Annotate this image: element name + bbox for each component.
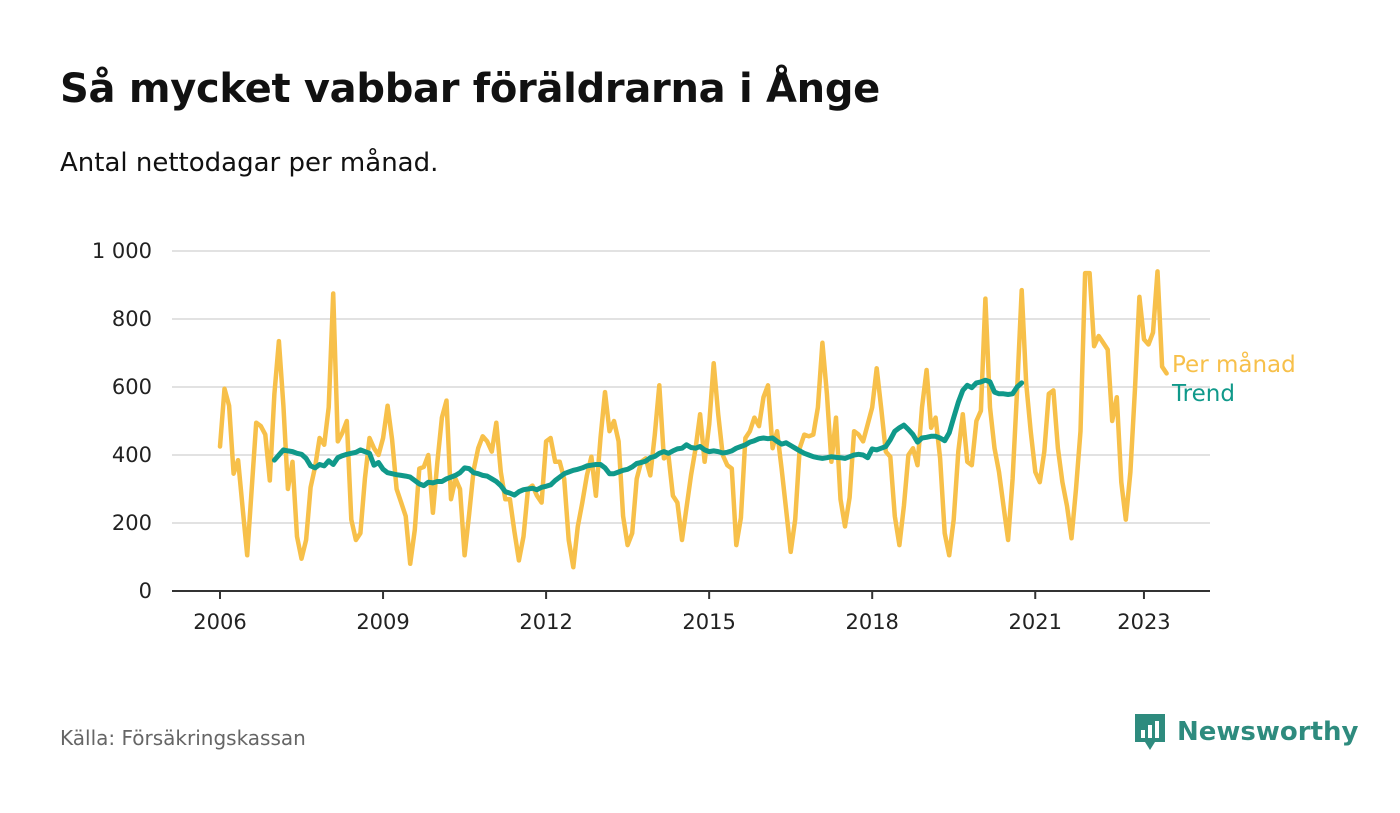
bar-chart-icon [1135, 714, 1165, 750]
gridlines [172, 250, 1210, 524]
x-tick-label: 2009 [356, 610, 409, 634]
x-tick-label: 2021 [1009, 610, 1062, 634]
legend-label: Per månad [1172, 350, 1296, 378]
y-tick-label: 200 [112, 511, 152, 535]
source-note: Källa: Försäkringskassan [60, 726, 306, 750]
x-tick-label: 2006 [193, 610, 246, 634]
y-tick-label: 400 [112, 443, 152, 467]
legend: Per månad Trend [1171, 350, 1296, 407]
y-tick-label: 0 [139, 579, 152, 603]
x-tick-label: 2015 [682, 610, 735, 634]
y-tick-label: 600 [112, 375, 152, 399]
chart-title: Så mycket vabbar föräldrarna i Ånge [60, 66, 880, 112]
brand-logo[interactable]: Newsworthy [1133, 712, 1358, 752]
x-tick-label: 2012 [519, 610, 572, 634]
series-lines [217, 269, 1169, 570]
brand-name: Newsworthy [1177, 717, 1359, 747]
series-line-per-manad [217, 269, 1169, 570]
y-tick-label: 800 [112, 307, 152, 331]
x-tick-label: 2018 [845, 610, 898, 634]
legend-label: Trend [1171, 381, 1235, 407]
x-axis: 2006 2009 2012 2015 2018 2021 2023 [172, 590, 1210, 634]
chart-subtitle: Antal nettodagar per månad. [60, 148, 439, 178]
x-tick-label: 2023 [1117, 610, 1170, 634]
y-axis-ticks: 0 200 400 600 800 1 000 [92, 239, 152, 603]
y-tick-label: 1 000 [92, 239, 152, 263]
series-line-trend [271, 377, 1025, 498]
